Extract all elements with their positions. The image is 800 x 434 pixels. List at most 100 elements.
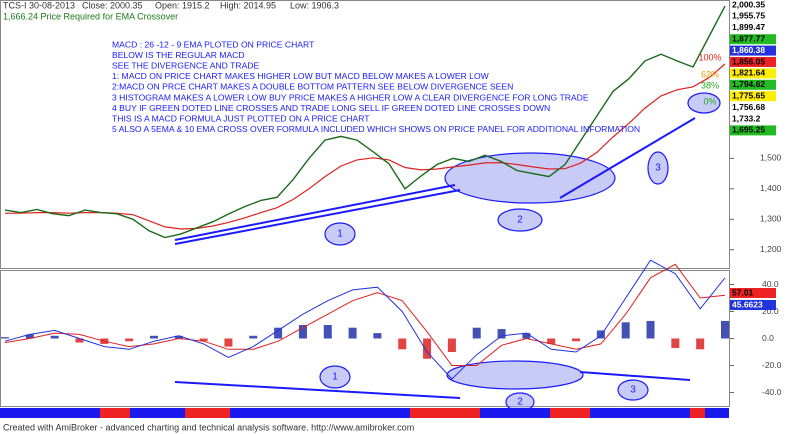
histogram-bar (348, 327, 357, 339)
y-tick-label: 1,500 (760, 153, 782, 163)
ellipse-label: 2 (517, 397, 523, 408)
price-tag: 1,794.62 (732, 79, 765, 89)
histogram-bar (646, 320, 655, 339)
histogram-bar (547, 338, 556, 344)
histogram-bar (149, 335, 158, 339)
price-tag: 1,856.05 (732, 56, 765, 66)
histogram-bar (447, 338, 456, 352)
histogram-bar (621, 322, 630, 339)
y-tick-label: 1,200 (760, 244, 782, 254)
annotation: SEE THE DIVERGENCE AND TRADE (112, 60, 260, 70)
y-tick-label: 1,300 (760, 214, 782, 224)
ellipse-label: 2 (517, 215, 523, 226)
price-tag: 1,899.47 (732, 22, 765, 32)
histogram-bar (671, 338, 680, 348)
ema-note: 1,666.24 Price Required for EMA Crossove… (3, 11, 178, 21)
price-panel (0, 0, 730, 269)
histogram-bar (1, 337, 9, 339)
price-tag-bg (730, 68, 776, 79)
histogram-bar (373, 333, 382, 339)
fib-label: 100% (698, 52, 721, 62)
histogram-bar (423, 338, 432, 359)
trend-line (174, 184, 456, 241)
ellipse-label: 1 (332, 372, 338, 383)
price-tag: 1,775.65 (732, 90, 765, 100)
histogram-bar (50, 335, 59, 339)
price-tag-bg (730, 57, 776, 67)
price-tag-bg (730, 102, 776, 113)
price-tag: 2,000.35 (732, 0, 765, 9)
price-tag-bg (730, 79, 776, 90)
annotation: 4 BUY IF GREEN DOTED LINE CROSSES AND TR… (112, 103, 550, 113)
price-tag: 1,877.77 (732, 33, 765, 43)
annotation: 3 HISTOGRAM MAKES A LOWER LOW BUY PRICE … (112, 92, 589, 102)
trend-line (174, 189, 461, 245)
histogram-bar (721, 320, 729, 339)
histogram-bar (274, 327, 283, 339)
trend-line (579, 371, 691, 381)
ellipse-label: 3 (655, 163, 661, 174)
ellipse (647, 151, 669, 185)
macd-tag-bg (730, 288, 776, 298)
price-tag: 1,955.75 (732, 11, 765, 21)
price-tag-bg (730, 0, 776, 10)
annotation: MACD : 26 -12 - 9 EMA PLOTED ON PRICE CH… (112, 39, 315, 49)
close: Close: 2000.35 (82, 0, 143, 10)
footer: Created with AmiBroker - advanced charti… (3, 422, 414, 432)
price-line (4, 5, 726, 239)
trend-line (174, 381, 461, 399)
open: Open: 1915.2 (155, 0, 210, 10)
price-tag-bg (730, 114, 776, 124)
histogram-bar (249, 335, 258, 339)
histogram-bar (696, 338, 705, 350)
y-tick-label: 0.0 (762, 333, 774, 343)
histogram-bar (323, 325, 332, 339)
histogram-bar (125, 338, 134, 342)
y-tick-label: 20.0 (762, 306, 779, 316)
signal-bar (0, 408, 729, 418)
signal-bar (690, 408, 705, 418)
price-tag-bg (730, 22, 776, 33)
histogram-bar (25, 334, 34, 339)
ellipse (324, 222, 356, 246)
trend-line (559, 117, 696, 199)
histogram-bar (174, 335, 183, 339)
header: TCS-I 30-08-2013 Close: 2000.35 Open: 19… (3, 0, 339, 21)
price-tag-bg (730, 91, 776, 102)
ellipse (617, 379, 649, 401)
signal-bar (550, 408, 590, 418)
ellipse-label: 3 (630, 385, 636, 396)
signal-bar (410, 408, 480, 418)
macd-tag: 45.6623 (732, 299, 763, 309)
price-tag: 1,733.2 (732, 113, 761, 123)
signal-bar (185, 408, 230, 418)
annotation: 2:MACD ON PRCE CHART MAKES A DOUBLE BOTT… (112, 82, 513, 92)
symbol: TCS-I 30-08-2013 (3, 0, 75, 10)
histogram-bar (224, 338, 233, 347)
histogram-bar (596, 330, 605, 339)
y-tick-label: 1,400 (760, 183, 782, 193)
annotation: BELOW IS THE REGULAR MACD (112, 50, 245, 60)
fib-label: 62% (701, 69, 719, 79)
histogram-bar (398, 338, 407, 350)
price-tag: 1,860.38 (732, 45, 765, 55)
annotation: 5 ALSO A 5EMA & 10 EMA CROSS OVER FORMUL… (112, 124, 640, 134)
fib-label: 38% (701, 80, 719, 90)
annotation: 1: MACD ON PRICE CHART MAKES HIGHER LOW … (112, 71, 490, 81)
histogram-bar (497, 329, 506, 339)
macd-tag: 57.01 (732, 287, 754, 297)
y-tick-label: -40.0 (762, 387, 782, 397)
price-tag-bg (730, 11, 776, 22)
high: High: 2014.95 (220, 0, 276, 10)
histogram-bar (298, 325, 307, 339)
price-tag-bg (730, 34, 776, 45)
signal-bar (100, 408, 130, 418)
macd-panel (0, 270, 730, 407)
ellipse (319, 365, 351, 389)
histogram-bar (522, 333, 531, 339)
ellipse (446, 360, 584, 390)
histogram-bar (572, 338, 581, 342)
macd-line (4, 259, 726, 380)
price-tag-bg (730, 125, 776, 136)
